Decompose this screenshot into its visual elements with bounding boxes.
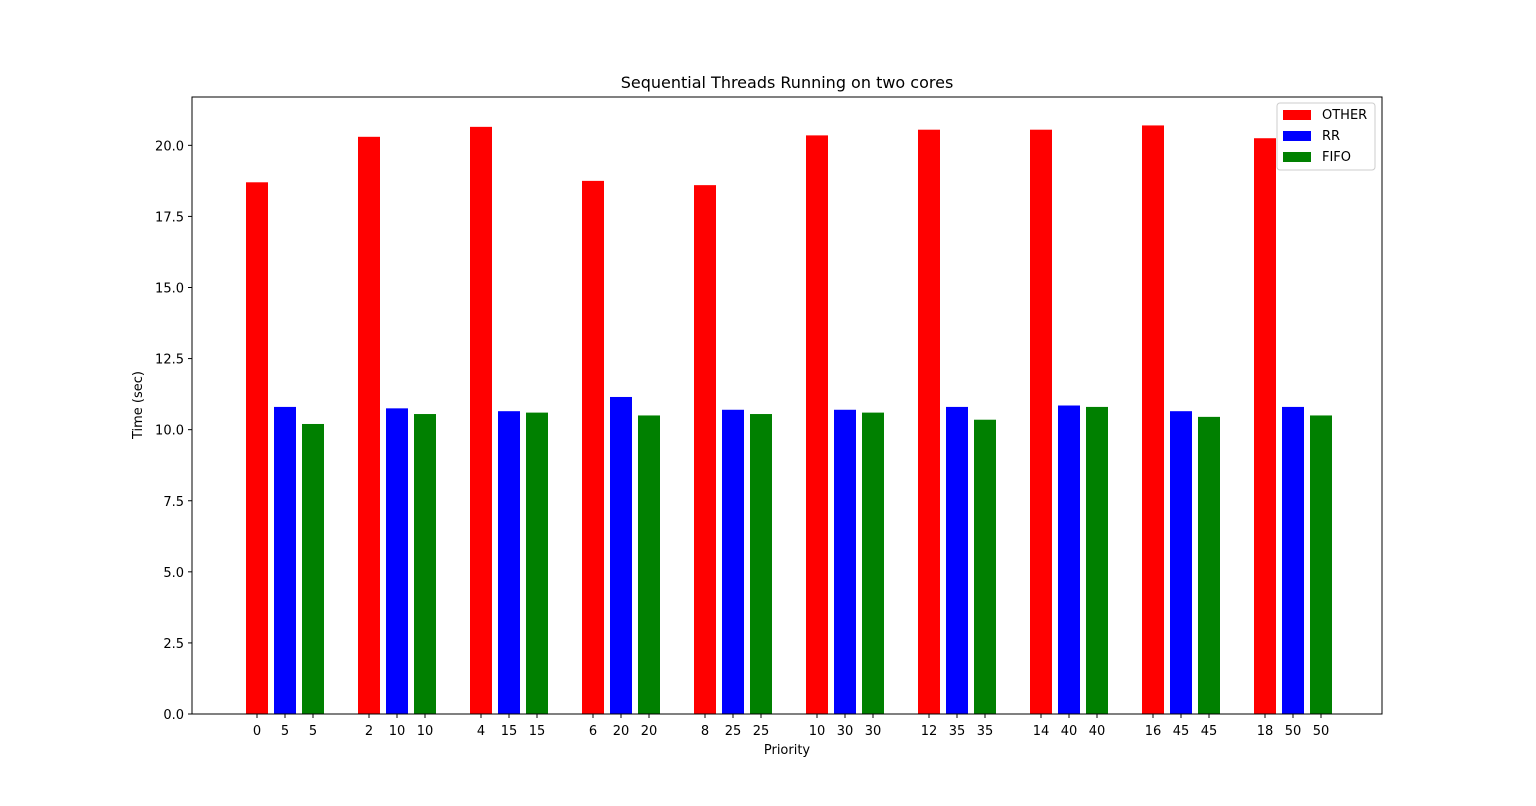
x-tick-label-rr-2: 15 (501, 724, 518, 739)
bar-rr-5 (834, 409, 856, 714)
bar-rr-4 (722, 409, 744, 714)
legend-label-other: OTHER (1322, 108, 1367, 123)
x-tick-label-other-2: 4 (477, 724, 485, 739)
bar-fifo-3 (638, 415, 660, 714)
x-tick-label-rr-9: 50 (1285, 724, 1302, 739)
x-tick-label-rr-8: 45 (1173, 724, 1190, 739)
x-tick-label-other-9: 18 (1257, 724, 1274, 739)
bar-rr-2 (498, 411, 520, 714)
y-axis-label: Time (sec) (131, 371, 146, 440)
x-axis-label: Priority (764, 743, 811, 758)
x-tick-label-fifo-9: 50 (1313, 724, 1330, 739)
legend-swatch-other (1283, 110, 1311, 120)
bar-fifo-2 (526, 412, 548, 714)
x-tick-label-fifo-7: 40 (1089, 724, 1106, 739)
y-tick-label-8: 20.0 (155, 139, 184, 154)
x-tick-label-other-8: 16 (1145, 724, 1162, 739)
x-tick-label-rr-3: 20 (613, 724, 630, 739)
x-tick-label-fifo-2: 15 (529, 724, 546, 739)
bar-fifo-5 (862, 412, 884, 714)
bar-rr-7 (1058, 405, 1080, 714)
y-tick-label-3: 7.5 (163, 495, 184, 510)
x-tick-label-rr-6: 35 (949, 724, 966, 739)
bars-layer (246, 125, 1332, 715)
x-tick-label-other-6: 12 (921, 724, 938, 739)
legend-label-fifo: FIFO (1322, 150, 1351, 165)
x-tick-label-rr-7: 40 (1061, 724, 1078, 739)
bar-other-8 (1142, 125, 1164, 715)
legend-swatch-fifo (1283, 152, 1311, 162)
x-tick-label-fifo-4: 25 (753, 724, 770, 739)
y-tick-label-5: 12.5 (155, 353, 184, 368)
y-tick-label-1: 2.5 (163, 637, 184, 652)
bar-other-4 (694, 185, 716, 715)
x-tick-label-fifo-5: 30 (865, 724, 882, 739)
bar-other-7 (1030, 129, 1052, 715)
bar-rr-1 (386, 408, 408, 714)
bar-rr-0 (274, 406, 296, 714)
bar-rr-3 (610, 396, 632, 714)
bar-other-9 (1254, 138, 1276, 715)
x-tick-label-fifo-1: 10 (417, 724, 434, 739)
bar-other-2 (470, 126, 492, 714)
x-tick-label-rr-0: 5 (281, 724, 289, 739)
legend: OTHER RR FIFO (1276, 102, 1376, 171)
bar-other-1 (358, 136, 380, 714)
bar-rr-8 (1170, 411, 1192, 714)
bar-other-0 (246, 182, 268, 714)
y-tick-label-7: 17.5 (155, 210, 184, 225)
bar-fifo-0 (302, 423, 324, 714)
x-tick-label-fifo-3: 20 (641, 724, 658, 739)
bar-other-6 (918, 129, 940, 715)
x-tick-label-rr-1: 10 (389, 724, 406, 739)
y-tick-label-4: 10.0 (155, 424, 184, 439)
x-tick-label-fifo-0: 5 (309, 724, 317, 739)
bar-fifo-7 (1086, 406, 1108, 714)
bar-other-5 (806, 135, 828, 715)
bar-fifo-1 (414, 414, 436, 714)
bar-fifo-6 (974, 419, 996, 714)
x-tick-label-fifo-6: 35 (977, 724, 994, 739)
chart-title: Sequential Threads Running on two cores (621, 73, 954, 92)
legend-swatch-rr (1283, 131, 1311, 141)
x-tick-label-other-7: 14 (1033, 724, 1050, 739)
x-tick-label-other-1: 2 (365, 724, 373, 739)
bar-fifo-4 (750, 414, 772, 714)
bar-rr-6 (946, 406, 968, 714)
x-tick-label-rr-5: 30 (837, 724, 854, 739)
legend-label-rr: RR (1322, 129, 1340, 144)
x-tick-label-other-0: 0 (253, 724, 261, 739)
bar-rr-9 (1282, 406, 1304, 714)
bar-fifo-8 (1198, 416, 1220, 714)
y-tick-label-6: 15.0 (155, 282, 184, 297)
x-tick-label-other-3: 6 (589, 724, 597, 739)
bar-fifo-9 (1310, 415, 1332, 714)
x-tick-label-fifo-8: 45 (1201, 724, 1218, 739)
bar-other-3 (582, 180, 604, 715)
y-axis-ticks: 0.0 2.5 5.0 7.5 10.0 12.5 15.0 17.5 20.0 (155, 139, 192, 723)
y-tick-label-0: 0.0 (163, 708, 184, 723)
x-tick-label-other-5: 10 (809, 724, 826, 739)
plot-frame (191, 96, 1383, 715)
x-tick-label-rr-4: 25 (725, 724, 742, 739)
x-tick-label-other-4: 8 (701, 724, 709, 739)
x-axis-ticks: 0 2 4 6 8 10 12 14 16 18 5 10 15 20 25 30 35 40 45 50 5 10 15 2… (253, 714, 1329, 739)
y-tick-label-2: 5.0 (163, 566, 184, 581)
